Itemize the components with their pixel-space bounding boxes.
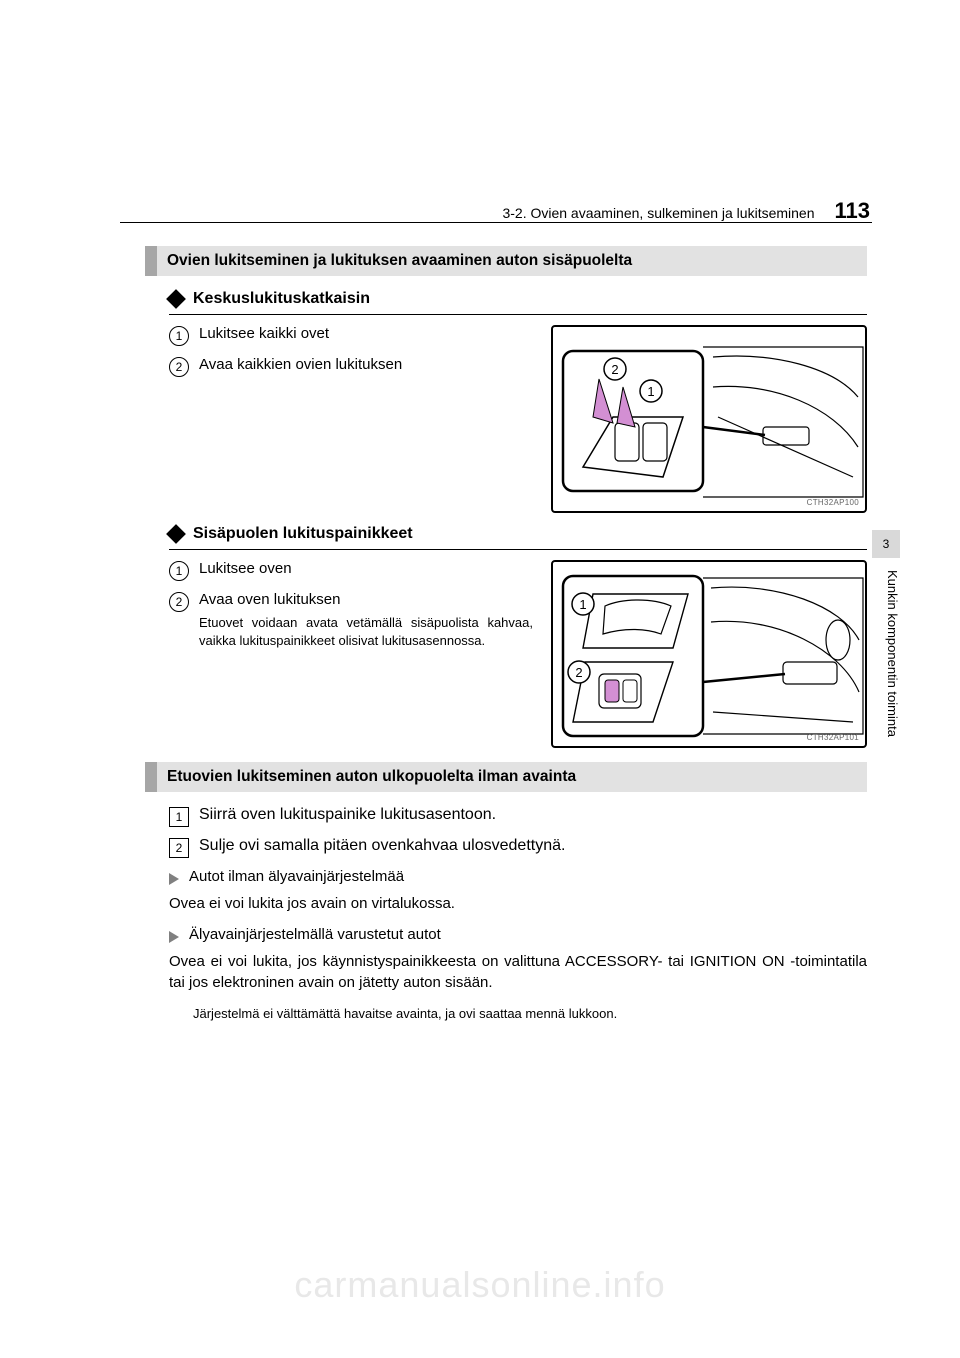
figure-central-lock: 1 2 CTH32AP100 — [551, 325, 867, 513]
circled-number-icon: 1 — [169, 561, 189, 581]
chapter-side-label: Kunkin komponentin toiminta — [872, 570, 900, 830]
diamond-icon — [166, 524, 186, 544]
list-item: 2 Sulje ovi samalla pitäen ovenkahvaa ul… — [169, 837, 867, 858]
list-item: 1 Lukitsee oven — [169, 560, 533, 581]
step-text: Sulje ovi samalla pitäen ovenkahvaa ulos… — [199, 837, 565, 855]
boxed-step-list: 1 Siirrä oven lukituspainike lukitusasen… — [169, 806, 867, 858]
list-item: 1 Lukitsee kaikki ovet — [169, 325, 533, 346]
list-item-text: Lukitsee oven — [199, 560, 292, 577]
watermark: carmanualsonline.info — [0, 1264, 960, 1306]
list-item-text: Avaa kaikkien ovien lukituksen — [199, 356, 402, 373]
footnote: Järjestelmä ei välttämättä havaitse avai… — [193, 1005, 867, 1023]
page-number: 113 — [835, 198, 871, 224]
boxed-number-icon: 2 — [169, 838, 189, 858]
sub2-row: 1 Lukitsee oven 2 Avaa oven lukituksen E… — [169, 560, 867, 748]
variant-list: Älyavainjärjestelmällä varustetut autot — [169, 926, 867, 943]
numbered-list: 1 Lukitsee oven 2 Avaa oven lukituksen E… — [169, 560, 533, 649]
circled-number-icon: 2 — [169, 357, 189, 377]
section-bar-accent — [145, 246, 157, 276]
figure-inside-lock: 1 2 CTH32AP101 — [551, 560, 867, 748]
variant-label: Älyavainjärjestelmällä varustetut autot — [189, 926, 441, 943]
manual-page: 3-2. Ovien avaaminen, sulkeminen ja luki… — [0, 0, 960, 1358]
figure-svg: 1 2 — [553, 562, 867, 748]
section-title: Ovien lukitseminen ja lukituksen avaamin… — [157, 246, 867, 276]
sub-heading: Sisäpuolen lukituspainikkeet — [169, 525, 867, 543]
figure-reference: CTH32AP101 — [807, 733, 859, 742]
circled-number-icon: 2 — [169, 592, 189, 612]
diamond-icon — [166, 289, 186, 309]
sub1-row: 1 Lukitsee kaikki ovet 2 Avaa kaikkien o… — [169, 325, 867, 513]
section-bar-accent — [145, 762, 157, 792]
list-item-text: Lukitsee kaikki ovet — [199, 325, 329, 342]
sub-heading: Keskuslukituskatkaisin — [169, 290, 867, 308]
section-bar: Ovien lukitseminen ja lukituksen avaamin… — [145, 246, 867, 276]
sub1-text: 1 Lukitsee kaikki ovet 2 Avaa kaikkien o… — [169, 325, 533, 513]
sub-heading-text: Keskuslukituskatkaisin — [193, 290, 370, 308]
boxed-number-icon: 1 — [169, 807, 189, 827]
variant-body: Ovea ei voi lukita, jos käynnistyspainik… — [169, 951, 867, 993]
page-header: 3-2. Ovien avaaminen, sulkeminen ja luki… — [145, 198, 870, 224]
circled-number-icon: 1 — [169, 326, 189, 346]
list-item: Autot ilman älyavainjärjestelmää — [169, 868, 867, 885]
list-item-note: Etuovet voidaan avata vetämällä sisäpuol… — [199, 614, 533, 649]
variant-body: Ovea ei voi lukita jos avain on virtaluk… — [169, 893, 867, 914]
list-item: Älyavainjärjestelmällä varustetut autot — [169, 926, 867, 943]
svg-text:2: 2 — [611, 362, 618, 377]
sub-heading-text: Sisäpuolen lukituspainikkeet — [193, 525, 413, 543]
section-bar: Etuovien lukitseminen auton ulkopuolelta… — [145, 762, 867, 792]
svg-text:1: 1 — [647, 384, 654, 399]
chapter-tab: 3 — [872, 530, 900, 558]
figure-reference: CTH32AP100 — [807, 498, 859, 507]
list-item-text: Avaa oven lukituksen — [199, 591, 340, 612]
sub-heading-rule — [169, 549, 867, 550]
triangle-bullet-icon — [169, 931, 179, 943]
step-text: Siirrä oven lukituspainike lukitusasento… — [199, 806, 496, 824]
section-path: 3-2. Ovien avaaminen, sulkeminen ja luki… — [145, 205, 815, 221]
header-rule — [120, 222, 872, 223]
variant-list: Autot ilman älyavainjärjestelmää — [169, 868, 867, 885]
svg-text:1: 1 — [579, 597, 586, 612]
sub-heading-rule — [169, 314, 867, 315]
list-item: 2 Avaa kaikkien ovien lukituksen — [169, 356, 533, 377]
sub2-text: 1 Lukitsee oven 2 Avaa oven lukituksen E… — [169, 560, 533, 748]
section-title: Etuovien lukitseminen auton ulkopuolelta… — [157, 762, 867, 792]
triangle-bullet-icon — [169, 873, 179, 885]
list-item: 1 Siirrä oven lukituspainike lukitusasen… — [169, 806, 867, 827]
variant-label: Autot ilman älyavainjärjestelmää — [189, 868, 404, 885]
svg-text:2: 2 — [575, 665, 582, 680]
figure-svg: 1 2 — [553, 327, 867, 513]
numbered-list: 1 Lukitsee kaikki ovet 2 Avaa kaikkien o… — [169, 325, 533, 377]
page-content: Ovien lukitseminen ja lukituksen avaamin… — [145, 238, 867, 1023]
list-item: 2 Avaa oven lukituksen Etuovet voidaan a… — [169, 591, 533, 649]
